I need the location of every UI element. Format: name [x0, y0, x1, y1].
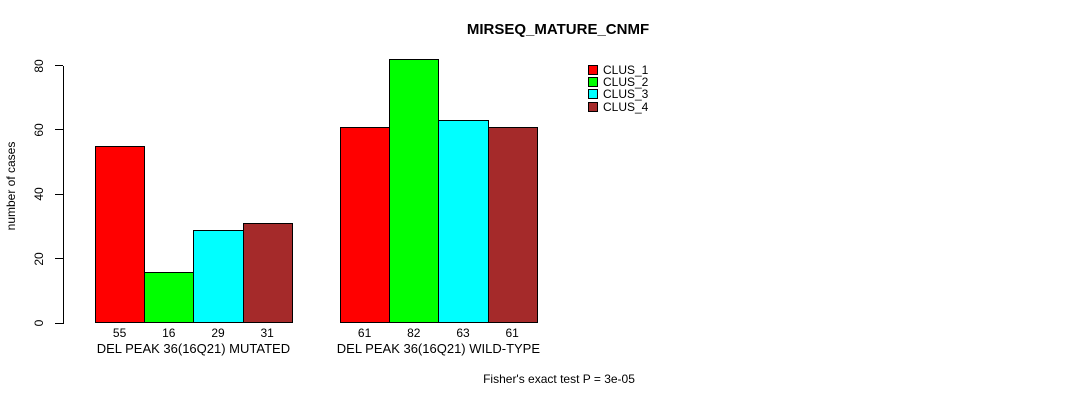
x-group-label: DEL PEAK 36(16Q21) WILD-TYPE: [336, 341, 541, 356]
bar-clus_1-group1: [95, 146, 146, 323]
bar-value-label: 61: [357, 326, 372, 340]
bar-value-label: 29: [211, 326, 225, 340]
bar-value-label: 31: [260, 326, 274, 340]
bar-clus_1-group2: [340, 126, 391, 323]
bar-value-label: 82: [407, 326, 421, 340]
x-group-label: DEL PEAK 36(16Q21) MUTATED: [96, 341, 291, 356]
bar-clus_4-group2: [487, 126, 538, 323]
chart-title: MIRSEQ_MATURE_CNMF: [466, 21, 650, 38]
legend-item-clus_2: CLUS_2: [588, 76, 648, 88]
legend-swatch-clus_1: [588, 64, 598, 75]
y-axis-tick-label: 60: [32, 123, 46, 137]
legend-item-clus_1: CLUS_1: [588, 64, 648, 76]
legend-label: CLUS_2: [603, 74, 649, 89]
bar-clus_2-group1: [144, 271, 195, 323]
y-axis-line: [63, 65, 64, 324]
footnote-text: Fisher's exact test P = 3e-05: [483, 372, 635, 386]
legend-label: CLUS_1: [603, 62, 649, 77]
y-axis-tick: [55, 65, 63, 67]
legend-swatch-clus_3: [588, 89, 598, 100]
y-axis-tick: [55, 258, 63, 260]
bar-clus_3-group1: [193, 229, 244, 323]
bar-clus_2-group2: [389, 59, 440, 323]
y-axis-tick: [55, 129, 63, 131]
bar-clus_3-group2: [438, 120, 489, 323]
y-axis-tick-label: 80: [32, 58, 46, 73]
legend-label: CLUS_4: [603, 99, 649, 114]
bar-value-label: 61: [505, 326, 519, 340]
y-axis-tick: [55, 193, 63, 195]
legend-swatch-clus_4: [588, 101, 598, 112]
legend-label: CLUS_3: [603, 87, 649, 102]
legend-item-clus_4: CLUS_4: [588, 99, 649, 114]
legend-swatch-clus_2: [588, 76, 598, 87]
bar-value-label: 16: [162, 326, 176, 340]
y-axis-tick: [55, 322, 63, 324]
bar-value-label: 55: [112, 326, 127, 340]
legend-item-clus_3: CLUS_3: [588, 88, 648, 100]
y-axis-tick-label: 0: [32, 319, 46, 327]
bar-value-label: 63: [456, 326, 470, 340]
legend: CLUS_1 CLUS_2 CLUS_3 CLUS_4: [588, 64, 648, 113]
bar-clus_4-group1: [242, 223, 293, 323]
y-axis-tick-label: 20: [32, 251, 46, 266]
y-axis-tick-label: 40: [32, 187, 46, 201]
